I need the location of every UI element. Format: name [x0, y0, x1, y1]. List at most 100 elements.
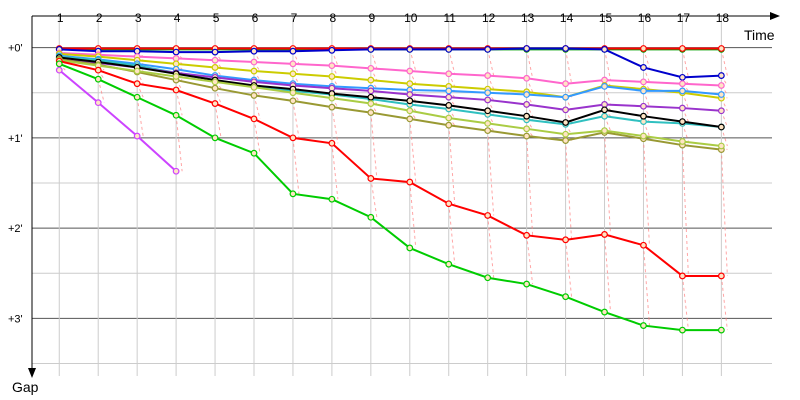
data-point	[717, 142, 725, 150]
data-point	[562, 293, 569, 301]
data-point	[484, 107, 492, 115]
data-point	[328, 103, 336, 111]
lap-label: 14	[560, 11, 574, 25]
data-point	[250, 67, 258, 75]
data-point	[640, 118, 647, 125]
data-point	[601, 101, 608, 108]
data-point	[484, 96, 492, 104]
data-point	[679, 45, 686, 52]
timing-connector	[565, 140, 573, 240]
y-axis-arrow	[28, 368, 36, 378]
data-point	[289, 70, 297, 78]
timing-connector	[565, 49, 573, 84]
timing-connector	[214, 103, 222, 138]
timing-connector	[720, 149, 728, 276]
data-point	[133, 67, 141, 75]
data-point	[640, 132, 647, 140]
data-point	[211, 78, 219, 86]
lap-label: 5	[213, 11, 220, 25]
data-point	[328, 84, 336, 92]
data-point	[289, 97, 297, 105]
data-point	[250, 47, 258, 55]
data-point	[523, 91, 531, 98]
data-point	[445, 70, 453, 78]
data-point	[445, 87, 453, 95]
data-point	[406, 45, 414, 53]
timing-connector	[331, 143, 339, 200]
data-point	[562, 137, 569, 144]
series-line	[59, 52, 722, 100]
timing-connector	[642, 138, 650, 246]
timing-connector	[175, 89, 183, 116]
data-point	[406, 115, 414, 123]
timing-connector	[720, 49, 728, 76]
gap-tick-label: +2'	[8, 223, 23, 235]
data-point	[367, 100, 375, 107]
data-point	[523, 125, 531, 133]
data-point	[717, 72, 725, 79]
series-lines	[55, 45, 725, 334]
timing-connector	[292, 100, 300, 138]
data-point	[484, 89, 492, 97]
data-point	[406, 107, 414, 115]
data-point	[717, 107, 725, 115]
data-point	[562, 236, 569, 244]
data-point	[562, 106, 569, 114]
series-line	[58, 62, 722, 332]
timing-connector	[681, 275, 689, 331]
data-point	[445, 93, 453, 101]
data-point	[328, 46, 336, 54]
gap-tick-label: +3'	[8, 313, 23, 325]
lap-label: 17	[677, 11, 691, 25]
data-point	[484, 212, 492, 219]
data-point	[484, 45, 492, 53]
timing-connector	[253, 95, 261, 120]
data-point	[640, 241, 647, 249]
data-point	[640, 64, 647, 71]
data-point	[679, 104, 686, 112]
data-point	[406, 80, 414, 88]
gap-tick-label: +0'	[8, 43, 23, 55]
data-point	[94, 75, 102, 83]
timing-connector	[175, 115, 183, 172]
data-point	[523, 101, 531, 108]
series-line	[59, 52, 722, 87]
data-point	[367, 109, 375, 116]
timing-connector	[409, 49, 417, 72]
data-point	[679, 87, 686, 95]
data-point	[328, 62, 336, 70]
series-line	[59, 59, 722, 147]
data-point	[717, 272, 725, 280]
data-point	[523, 112, 531, 120]
timing-connector	[526, 136, 534, 236]
data-point	[640, 112, 647, 120]
data-point	[640, 87, 647, 95]
gap-tick-label: +1'	[8, 133, 23, 145]
data-point	[445, 260, 453, 268]
data-point	[55, 60, 63, 68]
data-point	[484, 120, 492, 127]
lap-label: 12	[482, 11, 496, 25]
lap-label: 7	[291, 11, 298, 25]
data-point	[562, 45, 569, 52]
data-point	[328, 195, 336, 203]
series-line	[59, 60, 722, 277]
data-point	[133, 132, 141, 140]
data-point	[172, 48, 180, 56]
series-line	[59, 56, 722, 129]
series-line	[58, 69, 177, 172]
timing-connector	[604, 234, 612, 313]
data-point	[289, 60, 297, 68]
data-point	[211, 56, 219, 64]
data-point	[445, 45, 453, 53]
data-point	[172, 55, 180, 62]
timing-lines	[58, 47, 728, 331]
data-point	[172, 86, 180, 94]
x-axis-arrow	[770, 12, 780, 20]
data-point	[445, 121, 453, 129]
data-point	[406, 178, 414, 186]
data-point	[367, 93, 375, 101]
data-point	[328, 73, 336, 80]
data-point	[250, 149, 258, 157]
data-point	[679, 138, 686, 145]
